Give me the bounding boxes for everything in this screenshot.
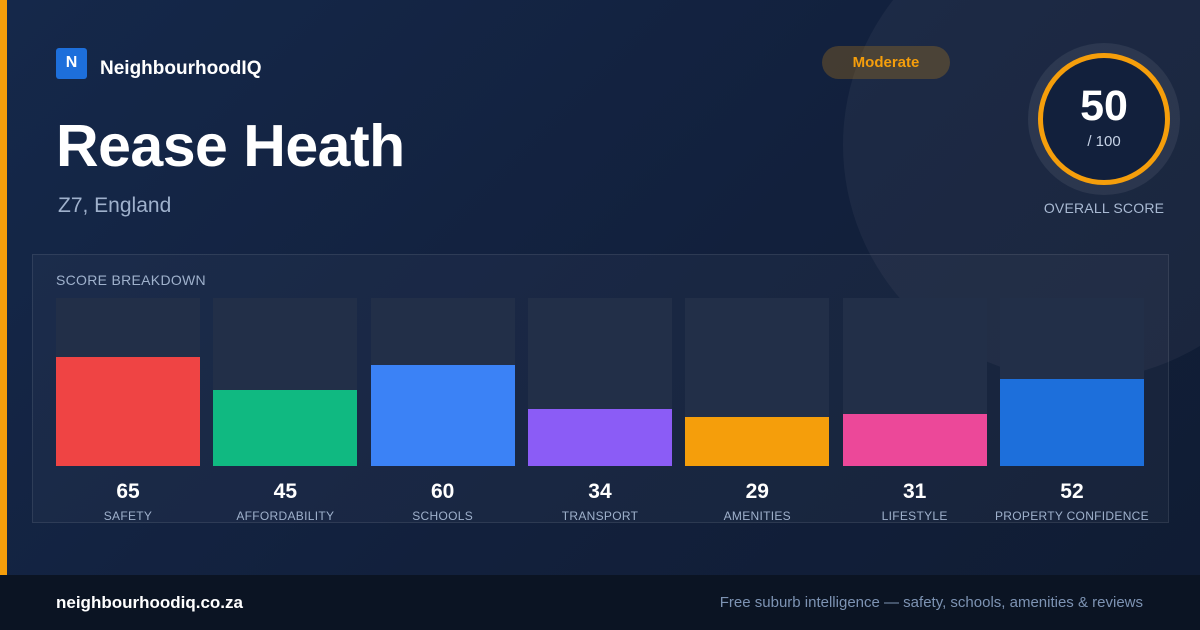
bar xyxy=(56,356,200,466)
bar xyxy=(999,378,1144,466)
bar-track xyxy=(370,298,515,466)
bar-column: 65 SAFETY xyxy=(56,298,200,524)
area-location: Z7, England xyxy=(58,194,172,217)
bar-track xyxy=(56,298,200,466)
bar-value-label: 29 xyxy=(745,480,769,503)
bar-category-label: AFFORDABILITY xyxy=(236,509,335,523)
score-breakdown-title: SCORE BREAKDOWN xyxy=(56,272,206,288)
footer-tagline: Free suburb intelligence — safety, schoo… xyxy=(719,594,1143,611)
brand: N NeighbourhoodIQ xyxy=(56,46,261,80)
bar-value-label: 34 xyxy=(588,480,612,503)
bar-category-label: TRANSPORT xyxy=(561,509,639,523)
bar-column: 52 PROPERTY CONFIDENCE xyxy=(995,298,1149,524)
score-breakdown-chart: 65 SAFETY 45 AFFORDABILITY 60 SCHOOLS 34 TRANSP… xyxy=(56,298,1149,524)
bar-value-label: 45 xyxy=(273,480,297,503)
score-ring xyxy=(1038,53,1170,185)
bar xyxy=(842,413,987,466)
bar xyxy=(527,408,672,466)
area-title: Rease Heath xyxy=(56,113,405,179)
bar-category-label: LIFESTYLE xyxy=(881,509,948,523)
rating-badge: Moderate xyxy=(822,46,950,79)
bar-track xyxy=(213,298,358,466)
bar xyxy=(685,417,830,466)
footer xyxy=(0,575,1200,630)
overall-score-label: OVERALL SCORE xyxy=(1043,200,1165,216)
overall-score-value: 50 xyxy=(1080,82,1128,130)
bar-category-label: SCHOOLS xyxy=(412,509,474,523)
bar-track xyxy=(999,298,1144,466)
bar-column: 60 SCHOOLS xyxy=(370,298,515,524)
bar-value-label: 31 xyxy=(902,480,927,503)
bar-category-label: SAFETY xyxy=(103,509,153,523)
brand-name: NeighbourhoodIQ xyxy=(100,58,262,79)
bar-value-label: 65 xyxy=(116,480,140,503)
bar-track xyxy=(842,298,987,466)
bar-value-label: 60 xyxy=(430,480,455,503)
accent-bar xyxy=(0,0,7,575)
footer-url: neighbourhoodiq.co.za xyxy=(56,593,243,612)
bar-category-label: PROPERTY CONFIDENCE xyxy=(994,509,1149,523)
bar-category-label: AMENITIES xyxy=(723,509,791,523)
bar xyxy=(370,365,515,466)
bar xyxy=(213,390,358,466)
score-breakdown-panel xyxy=(32,254,1169,523)
brand-logo-icon: N xyxy=(56,47,87,79)
overall-score-max: / 100 xyxy=(1087,133,1121,150)
bar-column: 29 AMENITIES xyxy=(685,298,830,524)
bar-value-label: 52 xyxy=(1060,480,1084,503)
bar-column: 31 LIFESTYLE xyxy=(842,298,987,524)
bar-track xyxy=(527,298,672,466)
bar-column: 34 TRANSPORT xyxy=(527,298,672,524)
bar-track xyxy=(685,298,830,466)
bar-column: 45 AFFORDABILITY xyxy=(213,298,358,524)
